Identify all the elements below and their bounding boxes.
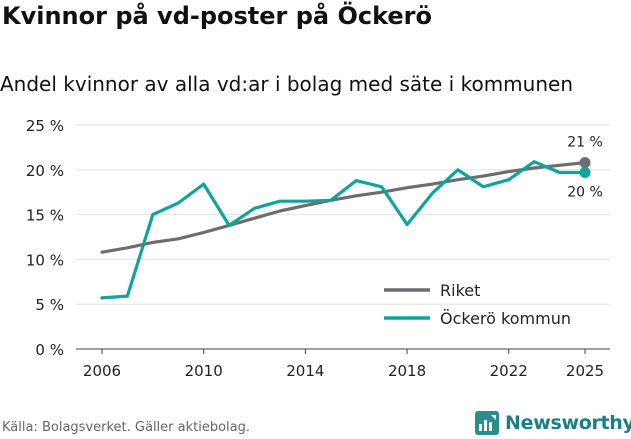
y-tick-label: 15 % bbox=[26, 207, 64, 225]
y-tick-label: 0 % bbox=[35, 341, 64, 359]
y-tick-label: 20 % bbox=[26, 162, 64, 180]
page-subtitle: Andel kvinnor av alla vd:ar i bolag med … bbox=[0, 72, 573, 96]
page-title: Kvinnor på vd-poster på Öckerö bbox=[2, 2, 433, 30]
brand-name: Newsworthy bbox=[505, 412, 631, 434]
series-end-marker bbox=[579, 166, 591, 178]
series-end-label: 21 % bbox=[567, 135, 603, 151]
x-tick-label: 2022 bbox=[490, 362, 528, 380]
brand-logo: Newsworthy bbox=[475, 408, 631, 438]
series-end-label: 20 % bbox=[567, 184, 603, 200]
series-end-marker bbox=[579, 157, 591, 169]
x-tick-label: 2014 bbox=[286, 362, 324, 380]
y-tick-label: 25 % bbox=[26, 117, 64, 135]
x-tick-label: 2006 bbox=[83, 362, 121, 380]
series-line-ockero bbox=[100, 160, 587, 300]
x-tick-label: 2018 bbox=[388, 362, 426, 380]
x-tick-label: 2010 bbox=[185, 362, 223, 380]
x-tick-label: 2025 bbox=[566, 362, 604, 380]
newsworthy-logo-icon bbox=[475, 411, 499, 435]
legend-label: Öckerö kommun bbox=[440, 309, 571, 328]
y-tick-label: 10 % bbox=[26, 251, 64, 269]
y-tick-label: 5 % bbox=[35, 296, 64, 314]
series-line-riket bbox=[100, 161, 587, 254]
legend-label: Riket bbox=[440, 281, 480, 300]
source-note: Källa: Bolagsverket. Gäller aktiebolag. bbox=[2, 420, 251, 435]
